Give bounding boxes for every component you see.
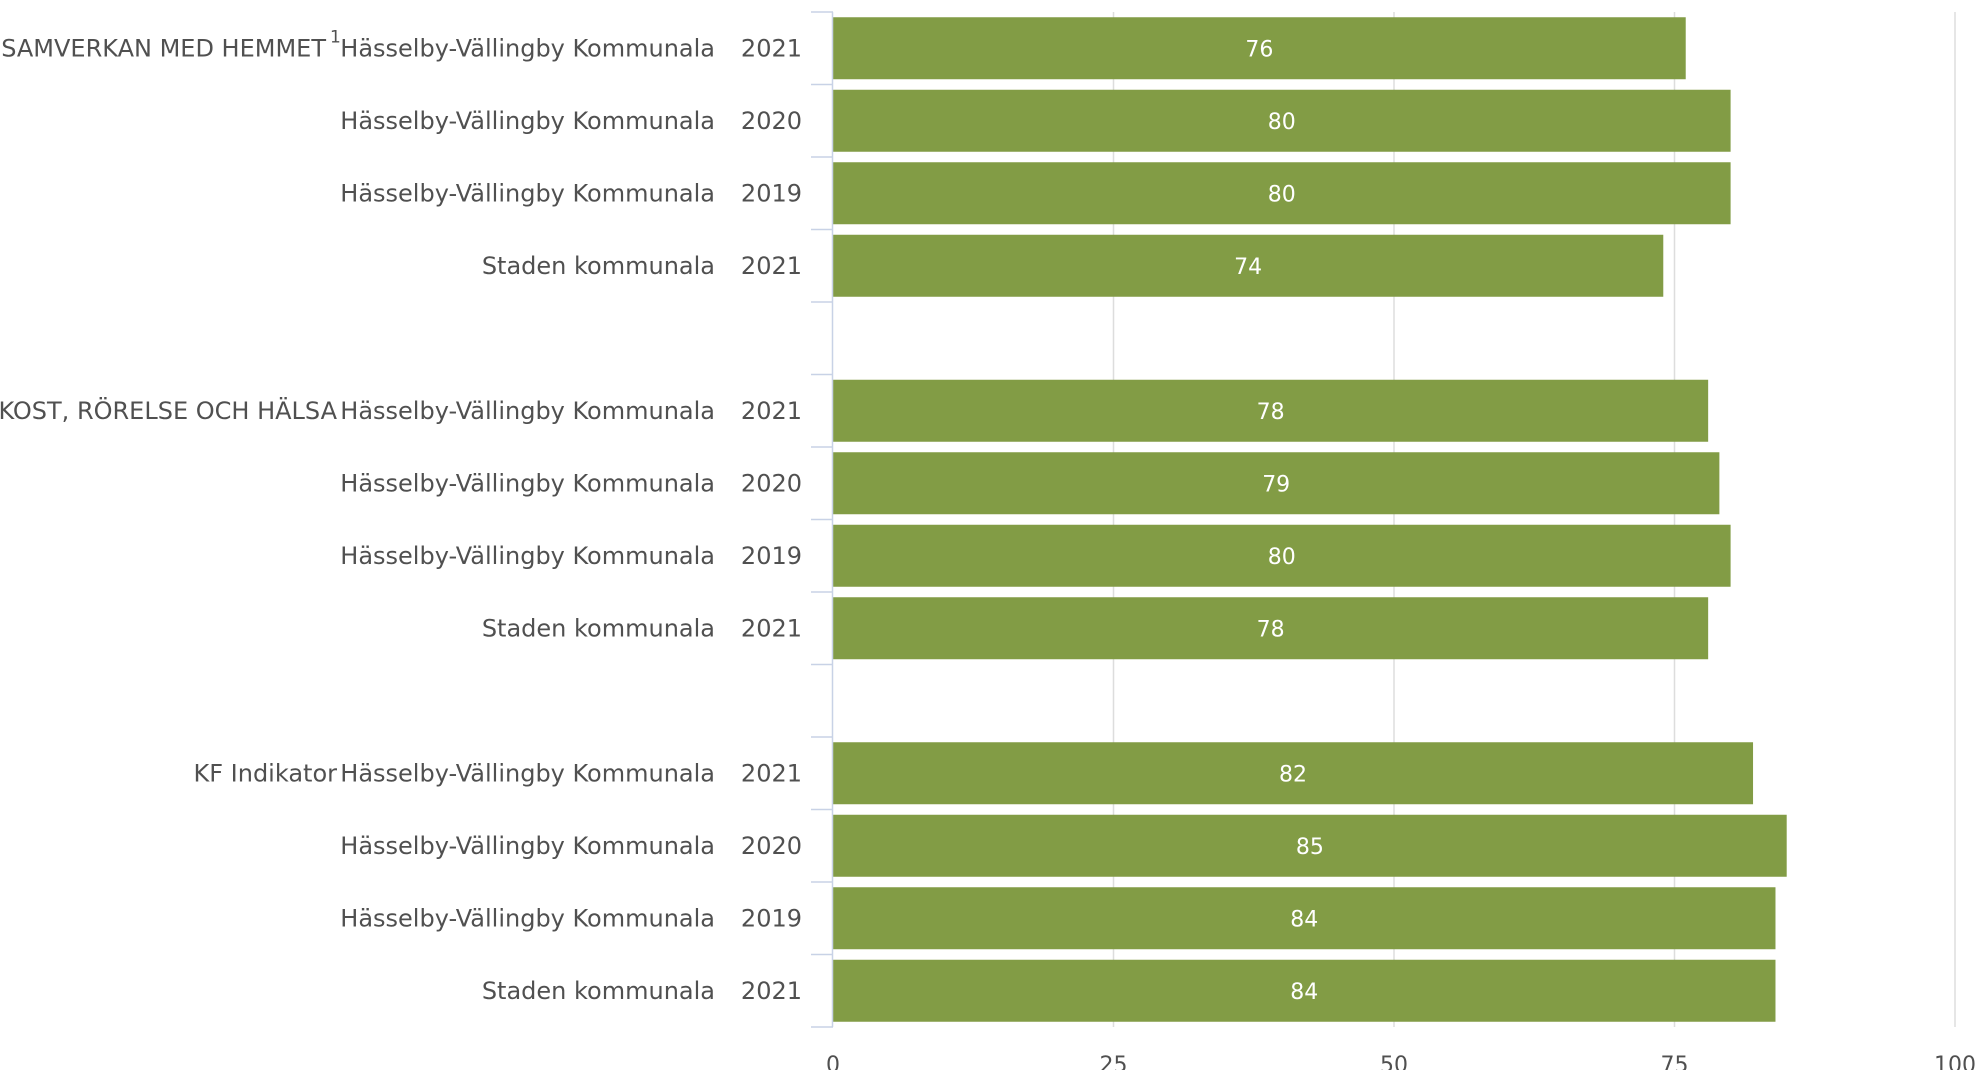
x-tick-label: 100 (1934, 1053, 1975, 1070)
x-tick-label: 0 (826, 1053, 840, 1070)
unit-label: Staden kommunala (482, 252, 715, 280)
unit-label: Hässelby-Vällingby Kommunala (340, 34, 715, 62)
year-label: 2019 (741, 179, 802, 207)
bar (833, 524, 1731, 587)
bar-value-label: 80 (1268, 110, 1296, 135)
bar-value-label: 79 (1262, 472, 1290, 497)
labels-layer: SAMVERKAN MED HEMMET 1 Hässelby-Vällingby … (0, 27, 802, 1005)
unit-label: Staden kommunala (482, 977, 715, 1005)
unit-label: Hässelby-Vällingby Kommunala (340, 832, 715, 860)
year-label: 2021 (741, 252, 802, 280)
year-label: 2019 (741, 542, 802, 570)
bar (833, 887, 1776, 950)
year-label: 2020 (741, 832, 802, 860)
bar (833, 597, 1709, 660)
year-label: 2020 (741, 107, 802, 135)
unit-label: Staden kommunala (482, 614, 715, 642)
unit-label: Hässelby-Vällingby Kommunala (340, 469, 715, 497)
year-label: 2021 (741, 34, 802, 62)
bar (833, 814, 1787, 877)
unit-label: Hässelby-Vällingby Kommunala (340, 179, 715, 207)
bar-value-label: 82 (1279, 762, 1307, 787)
group-label: KF Indikator (193, 759, 337, 787)
bar-value-label: 80 (1268, 545, 1296, 570)
x-axis: 0 25 50 75 100 (811, 11, 1975, 1070)
bar (833, 17, 1686, 80)
bar (833, 162, 1731, 225)
year-label: 2019 (741, 904, 802, 932)
unit-label: Hässelby-Vällingby Kommunala (340, 904, 715, 932)
unit-label: Hässelby-Vällingby Kommunala (340, 542, 715, 570)
bar (833, 452, 1720, 515)
unit-label: Hässelby-Vällingby Kommunala (340, 397, 715, 425)
bars-layer: 76 80 80 74 78 79 80 78 82 85 84 84 (833, 17, 1787, 1022)
group-label: KOST, RÖRELSE OCH HÄLSA (0, 396, 338, 425)
group-label: SAMVERKAN MED HEMMET (1, 34, 326, 62)
bar (833, 959, 1776, 1022)
x-tick-label: 25 (1100, 1053, 1128, 1070)
unit-label: Hässelby-Vällingby Kommunala (340, 107, 715, 135)
bar-value-label: 78 (1257, 400, 1285, 425)
year-label: 2021 (741, 397, 802, 425)
bar-value-label: 78 (1257, 617, 1285, 642)
year-label: 2020 (741, 469, 802, 497)
bar (833, 742, 1754, 805)
year-label: 2021 (741, 759, 802, 787)
bar-value-label: 85 (1296, 835, 1324, 860)
year-label: 2021 (741, 977, 802, 1005)
bar-value-label: 74 (1234, 255, 1262, 280)
bar (833, 89, 1731, 152)
bar-value-label: 84 (1290, 907, 1318, 932)
unit-label: Hässelby-Vällingby Kommunala (340, 759, 715, 787)
bar (833, 379, 1709, 442)
bar-value-label: 76 (1245, 37, 1273, 62)
bar-value-label: 84 (1290, 980, 1318, 1005)
year-label: 2021 (741, 614, 802, 642)
bar (833, 234, 1664, 297)
x-tick-label: 75 (1661, 1053, 1689, 1070)
group-label-superscript: 1 (330, 27, 341, 47)
x-tick-label: 50 (1380, 1053, 1408, 1070)
bar-value-label: 80 (1268, 182, 1296, 207)
